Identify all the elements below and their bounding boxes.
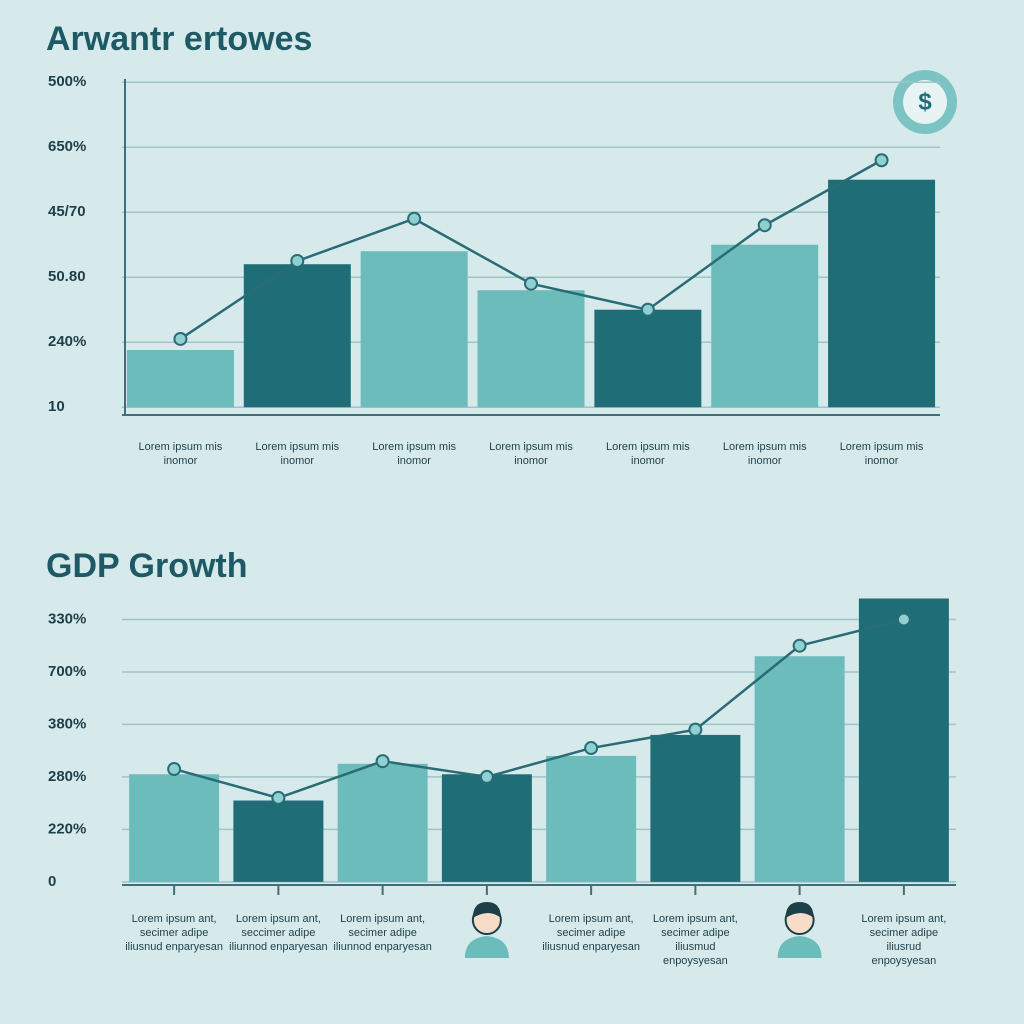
line-point bbox=[407, 211, 422, 226]
line-point bbox=[290, 253, 305, 268]
x-tick-label: Lorem ipsum mis inomor bbox=[722, 441, 807, 467]
line bbox=[173, 618, 905, 800]
line-point bbox=[167, 762, 182, 777]
bar bbox=[441, 774, 532, 882]
bar bbox=[546, 755, 637, 882]
x-tick-label: Lorem ipsum ant, secimer adipe iliusnud … bbox=[125, 913, 224, 953]
line-point bbox=[874, 153, 889, 168]
line-point bbox=[792, 638, 807, 653]
icon-dollar: $ bbox=[918, 88, 932, 115]
bar bbox=[828, 179, 936, 408]
bar bbox=[477, 290, 585, 408]
y-tick-label: 45/70 bbox=[48, 203, 86, 220]
bar bbox=[650, 734, 741, 882]
x-tick-label: Lorem ipsum mis inomor bbox=[372, 441, 457, 467]
person-hair bbox=[472, 902, 501, 918]
y-tick-label: 700% bbox=[48, 663, 86, 680]
bar bbox=[360, 251, 468, 408]
x-tick-label: Lorem ipsum ant, seccimer adipe iliunnod… bbox=[229, 913, 328, 953]
y-tick-label: 220% bbox=[48, 820, 86, 837]
line-point bbox=[524, 276, 538, 291]
person-body bbox=[777, 936, 822, 958]
x-tick-label: Lorem ipsum mis inomor bbox=[138, 441, 223, 467]
y-tick-label: 650% bbox=[48, 138, 86, 155]
bar bbox=[243, 264, 351, 408]
y-tick-label: 280% bbox=[48, 768, 86, 785]
y-tick-label: 330% bbox=[48, 610, 86, 627]
x-tick-label: Lorem ipsum mis inomor bbox=[839, 441, 924, 467]
line-point bbox=[640, 302, 655, 317]
y-tick-label: 240% bbox=[48, 333, 86, 350]
y-tick-label: 380% bbox=[48, 715, 86, 732]
y-tick-label: 10 bbox=[48, 398, 65, 415]
line-point bbox=[375, 754, 390, 769]
x-tick-label: Lorem ipsum ant, secimer adipe iliusnud … bbox=[542, 913, 641, 953]
line-point bbox=[896, 612, 911, 627]
line-point bbox=[688, 722, 703, 737]
icon-core bbox=[903, 80, 947, 124]
x-tick-label: Lorem ipsum mis inomor bbox=[489, 441, 573, 467]
x-tick-label: Lorem ipsum ant, secimer adipe iliusrud … bbox=[861, 913, 947, 967]
x-tick-label: Lorem ipsum ant, secimer adipe iliunnod … bbox=[333, 913, 432, 953]
bar bbox=[233, 800, 324, 882]
chart-title: Arwantr ertowes bbox=[46, 20, 312, 58]
x-tick-label: Lorem ipsum mis inomor bbox=[605, 441, 690, 467]
bar bbox=[711, 244, 819, 408]
bar bbox=[126, 350, 234, 408]
bar bbox=[129, 774, 220, 882]
y-tick-label: 0 bbox=[48, 873, 56, 890]
bar bbox=[594, 309, 702, 408]
person-body bbox=[464, 936, 509, 958]
line-point bbox=[584, 741, 599, 756]
y-tick-label: 500% bbox=[48, 73, 86, 90]
chart-title: GDP Growth bbox=[46, 547, 248, 585]
bar bbox=[337, 763, 428, 882]
line-point bbox=[173, 331, 188, 346]
bar bbox=[858, 598, 949, 882]
y-tick-label: 50.80 bbox=[48, 268, 86, 285]
line-point bbox=[757, 218, 772, 233]
line-point bbox=[479, 769, 494, 784]
line-point bbox=[271, 790, 286, 805]
x-tick-label: Lorem ipsum mis inomor bbox=[255, 441, 340, 467]
bar bbox=[754, 656, 845, 882]
x-tick-label: Lorem ipsum ant, secimer adipe iliusmud … bbox=[652, 913, 738, 967]
person-hair bbox=[785, 902, 814, 918]
